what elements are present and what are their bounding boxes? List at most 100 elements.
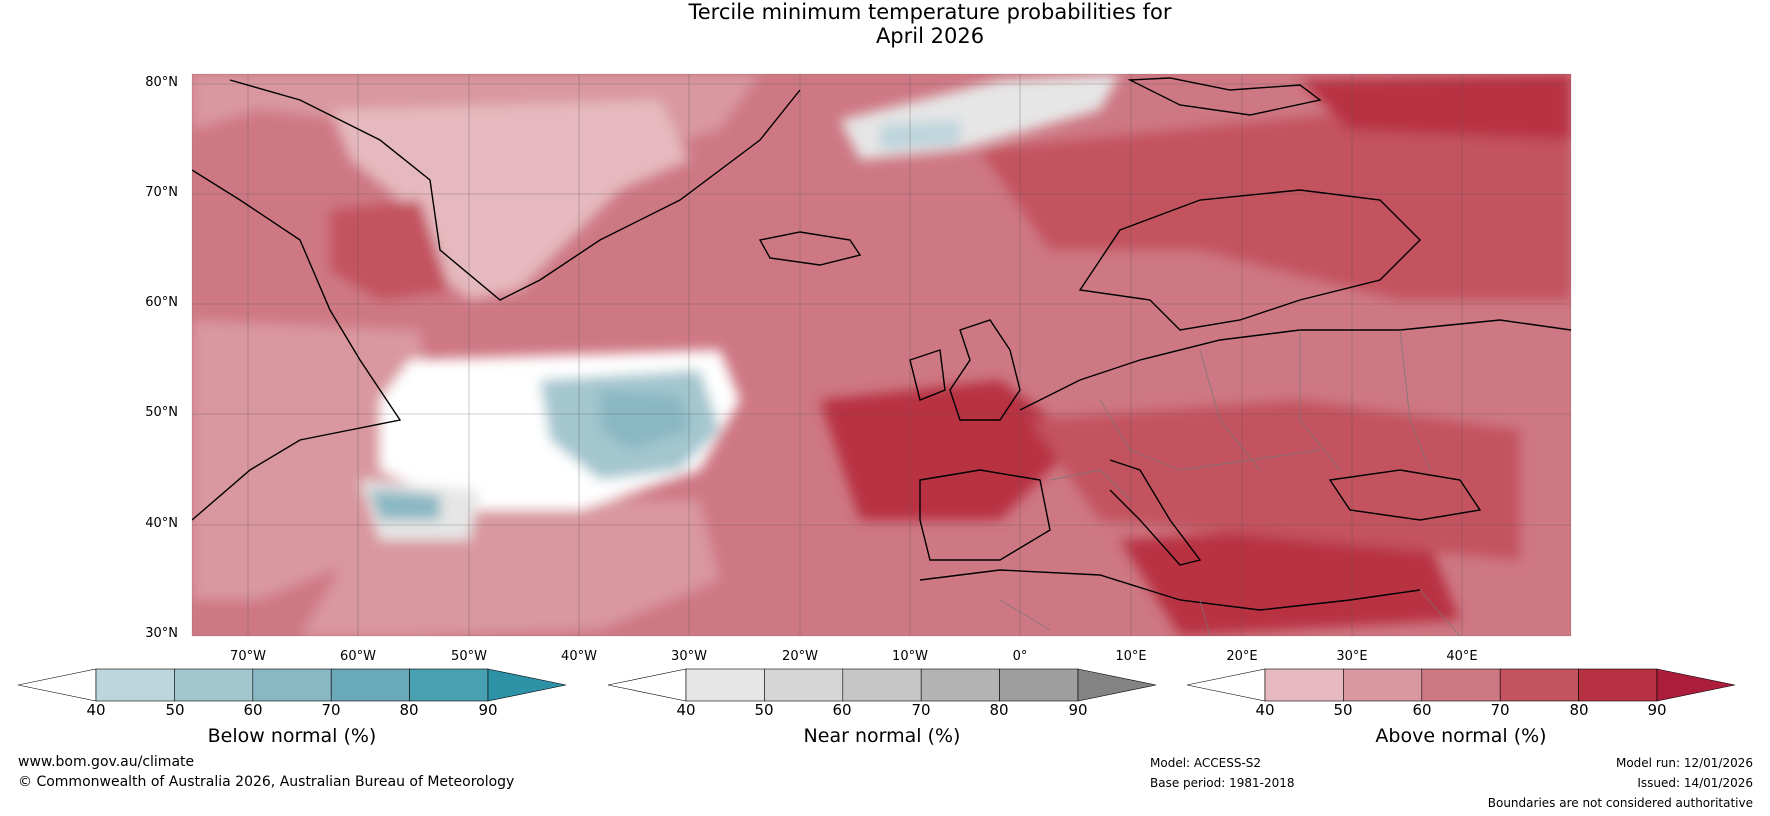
colorbar-below-title: Below normal (%): [207, 725, 377, 747]
lon-label: 70°W: [230, 649, 266, 664]
region-below-normal-west: [370, 490, 440, 520]
coast-italy: [1109, 459, 1202, 566]
colorbar-segment: [174, 668, 254, 702]
colorbar-extend-low: [1186, 668, 1266, 702]
colorbar-tick: 50: [165, 701, 185, 719]
region-below-normal-core: [600, 390, 690, 450]
colorbar-below-normal: [17, 668, 567, 702]
lon-label: 20°E: [1226, 649, 1258, 664]
colorbar-segment: [920, 668, 1000, 702]
footer-disclaimer: Boundaries are not considered authoritat…: [1487, 796, 1753, 810]
colorbar-segment: [330, 668, 410, 702]
lat-label: 60°N: [145, 295, 178, 310]
lon-label: 30°E: [1336, 649, 1368, 664]
colorbar-segment: [1264, 668, 1344, 702]
colorbar-tick: 40: [1255, 701, 1275, 719]
lat-label: 70°N: [145, 185, 178, 200]
colorbar-extend-high: [1656, 668, 1736, 702]
colorbar-segment: [252, 668, 332, 702]
footer-model-run: Model run: 12/01/2026: [1615, 756, 1753, 770]
colorbar-tick: 90: [1647, 701, 1667, 719]
colorbar-tick: 60: [1412, 701, 1432, 719]
colorbar-segment: [1421, 668, 1501, 702]
coast-iberia: [919, 469, 1051, 561]
colorbar-tick: 60: [243, 701, 263, 719]
region-red-arctic: [1300, 74, 1571, 140]
map-title: Tercile minimum temperature probabilitie…: [0, 0, 1770, 48]
colorbar-segment: [842, 668, 922, 702]
lat-label: 50°N: [145, 405, 178, 420]
footer-model: Model: ACCESS-S2: [1150, 756, 1262, 770]
region-red-labrador: [330, 200, 450, 300]
colorbar-extend-low: [17, 668, 97, 702]
lon-label: 10°W: [892, 649, 928, 664]
colorbar-segment: [1578, 668, 1658, 702]
lat-label: 30°N: [145, 626, 178, 641]
lon-label: 10°E: [1115, 649, 1147, 664]
lon-label: 50°W: [451, 649, 487, 664]
region-red-iberia: [820, 380, 1080, 520]
colorbar-segment: [95, 668, 175, 702]
coast-north-america: [192, 169, 402, 521]
colorbar-segment: [999, 668, 1079, 702]
colorbar-segment: [1499, 668, 1579, 702]
colorbar-tick: 70: [321, 701, 341, 719]
colorbar-near-normal: [607, 668, 1157, 702]
coast-europe: [1019, 319, 1571, 411]
coast-britain: [949, 319, 1021, 421]
lon-label: 60°W: [340, 649, 376, 664]
colorbar-tick: 40: [86, 701, 106, 719]
coast-iceland: [758, 231, 862, 266]
map-frame: [191, 73, 1572, 637]
footer-issued: Issued: 14/01/2026: [1637, 776, 1753, 790]
footer-copyright: © Commonwealth of Australia 2026, Austra…: [18, 774, 515, 790]
colorbar-segment: [764, 668, 844, 702]
colorbar-tick: 80: [989, 701, 1009, 719]
colorbar-segment: [409, 668, 489, 702]
coast-scandinavia: [1078, 189, 1421, 331]
region-red-north: [980, 90, 1571, 300]
colorbar-tick: 80: [1569, 701, 1589, 719]
colorbar-above-normal: [1186, 668, 1736, 702]
colorbar-above-title: Above normal (%): [1375, 725, 1547, 747]
lat-label: 40°N: [145, 516, 178, 531]
region-red-mediterranean: [1120, 520, 1460, 636]
lon-label: 40°W: [561, 649, 597, 664]
colorbar-near-title: Near normal (%): [803, 725, 961, 747]
map-title-line2: April 2026: [875, 24, 985, 48]
colorbar-tick: 40: [676, 701, 696, 719]
colorbar-extend-high: [487, 668, 567, 702]
colorbar-extend-low: [607, 668, 687, 702]
colorbar-tick: 90: [1068, 701, 1088, 719]
region-below-normal-north: [880, 120, 960, 150]
lon-label: 20°W: [782, 649, 818, 664]
colorbar-tick: 70: [1490, 701, 1510, 719]
region-light-greenland: [330, 100, 690, 300]
lon-label: 0°: [1012, 649, 1028, 664]
region-red-south-europe: [1030, 400, 1520, 560]
colorbar-extend-high: [1077, 668, 1157, 702]
coast-ireland: [909, 349, 946, 401]
colorbar-tick: 50: [1333, 701, 1353, 719]
colorbars: [17, 668, 1736, 702]
coastlines: [192, 77, 1571, 611]
footer-base-period: Base period: 1981-2018: [1150, 776, 1295, 790]
colorbar-segment: [1343, 668, 1423, 702]
colorbar-segment: [685, 668, 765, 702]
map-title-line1: Tercile minimum temperature probabilitie…: [688, 0, 1172, 24]
colorbar-tick: 90: [478, 701, 498, 719]
coast-black-sea: [1328, 469, 1482, 521]
coast-greenland: [229, 79, 801, 301]
colorbar-tick: 50: [754, 701, 774, 719]
coast-svalbard: [1127, 77, 1322, 116]
lon-label: 40°E: [1446, 649, 1478, 664]
colorbar-tick: 80: [399, 701, 419, 719]
country-borders: [999, 329, 1461, 636]
coast-north-africa: [919, 569, 1421, 611]
lon-label: 30°W: [671, 649, 707, 664]
lat-label: 80°N: [145, 75, 178, 90]
graticule: [192, 74, 1571, 636]
colorbar-tick: 70: [911, 701, 931, 719]
footer-website: www.bom.gov.au/climate: [18, 754, 195, 770]
